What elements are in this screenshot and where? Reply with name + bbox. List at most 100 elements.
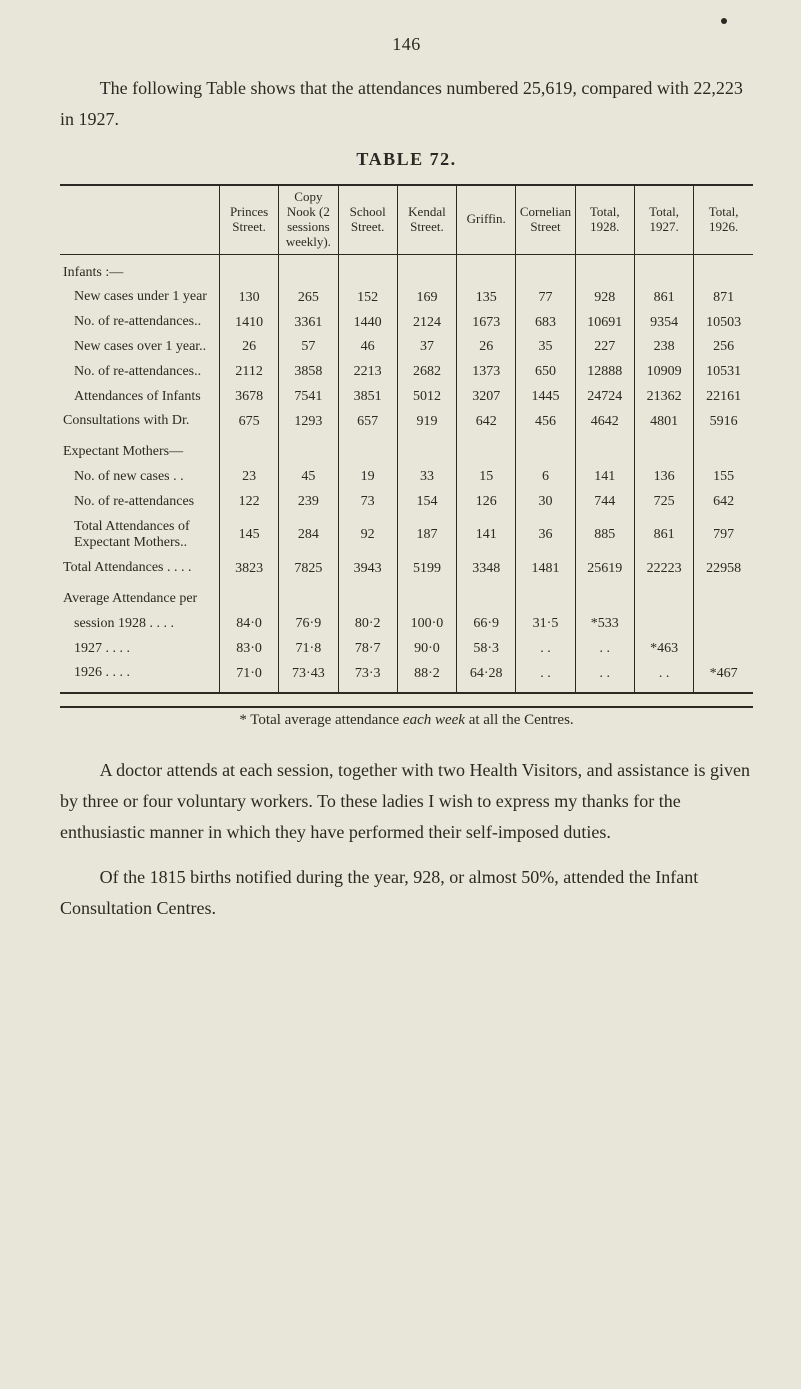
cell: 12888 bbox=[575, 360, 634, 385]
cell: 35 bbox=[516, 335, 575, 360]
cell: 2112 bbox=[219, 360, 278, 385]
col-header: Total, 1928. bbox=[575, 185, 634, 254]
cell bbox=[457, 581, 516, 612]
cell: 3678 bbox=[219, 385, 278, 410]
cell: 1410 bbox=[219, 310, 278, 335]
cell: 9354 bbox=[634, 310, 693, 335]
cell: 73 bbox=[338, 490, 397, 515]
row-label: 1927 . . . . bbox=[60, 637, 219, 662]
row-label: Total Attendances of Expectant Mothers.. bbox=[60, 515, 219, 557]
table-row: No. of re-attendances1222397315412630744… bbox=[60, 490, 753, 515]
cell: 2124 bbox=[397, 310, 456, 335]
cell: 871 bbox=[694, 285, 753, 310]
cell: 24724 bbox=[575, 385, 634, 410]
cell bbox=[457, 254, 516, 285]
table-row: New cases under 1 year130265152169135779… bbox=[60, 285, 753, 310]
cell: 187 bbox=[397, 515, 456, 557]
row-label: No. of re-attendances.. bbox=[60, 360, 219, 385]
footnote-text: * Total average attendance each week at … bbox=[239, 712, 573, 728]
cell: 683 bbox=[516, 310, 575, 335]
footnote-rule bbox=[60, 706, 753, 708]
col-header: School Street. bbox=[338, 185, 397, 254]
cell: 10691 bbox=[575, 310, 634, 335]
col-header: Total, 1927. bbox=[634, 185, 693, 254]
cell bbox=[516, 581, 575, 612]
cell: 30 bbox=[516, 490, 575, 515]
cell: 7541 bbox=[279, 385, 338, 410]
cell bbox=[516, 254, 575, 285]
cell: 31·5 bbox=[516, 612, 575, 637]
cell: 33 bbox=[397, 465, 456, 490]
cell: 642 bbox=[457, 409, 516, 434]
cell: 3943 bbox=[338, 556, 397, 581]
row-label: Attendances of Infants bbox=[60, 385, 219, 410]
cell: 456 bbox=[516, 409, 575, 434]
cell bbox=[575, 254, 634, 285]
cell: 73·43 bbox=[279, 661, 338, 693]
cell: 26 bbox=[457, 335, 516, 360]
table-row: Total Attendances of Expectant Mothers..… bbox=[60, 515, 753, 557]
table-row: 1926 . . . .71·073·4373·388·264·28. .. .… bbox=[60, 661, 753, 693]
cell: 135 bbox=[457, 285, 516, 310]
col-header: Copy Nook (2 sessions weekly). bbox=[279, 185, 338, 254]
cell: 744 bbox=[575, 490, 634, 515]
table-row: Expectant Mothers— bbox=[60, 434, 753, 465]
cell bbox=[219, 581, 278, 612]
cell bbox=[516, 434, 575, 465]
cell bbox=[338, 581, 397, 612]
cell: 3823 bbox=[219, 556, 278, 581]
cell: 725 bbox=[634, 490, 693, 515]
cell: *463 bbox=[634, 637, 693, 662]
cell bbox=[219, 434, 278, 465]
row-label: session 1928 . . . . bbox=[60, 612, 219, 637]
cell: 928 bbox=[575, 285, 634, 310]
cell: 152 bbox=[338, 285, 397, 310]
cell: 861 bbox=[634, 515, 693, 557]
stray-dot bbox=[721, 18, 727, 24]
cell: 797 bbox=[694, 515, 753, 557]
cell: 45 bbox=[279, 465, 338, 490]
cell: 227 bbox=[575, 335, 634, 360]
attendance-table: Princes Street. Copy Nook (2 sessions we… bbox=[60, 184, 753, 694]
cell bbox=[634, 434, 693, 465]
row-label: New cases under 1 year bbox=[60, 285, 219, 310]
cell: 37 bbox=[397, 335, 456, 360]
cell bbox=[575, 434, 634, 465]
cell: 3348 bbox=[457, 556, 516, 581]
row-label: Consultations with Dr. bbox=[60, 409, 219, 434]
cell: 5916 bbox=[694, 409, 753, 434]
cell bbox=[397, 254, 456, 285]
row-label: No. of re-attendances.. bbox=[60, 310, 219, 335]
cell: 92 bbox=[338, 515, 397, 557]
page-number: 146 bbox=[60, 34, 753, 55]
cell: 642 bbox=[694, 490, 753, 515]
cell bbox=[279, 254, 338, 285]
table-row: Total Attendances . . . .382378253943519… bbox=[60, 556, 753, 581]
cell bbox=[694, 581, 753, 612]
cell: 4801 bbox=[634, 409, 693, 434]
cell: 265 bbox=[279, 285, 338, 310]
table-row: session 1928 . . . .84·076·980·2100·066·… bbox=[60, 612, 753, 637]
table-row: Average Attendance per bbox=[60, 581, 753, 612]
cell: 36 bbox=[516, 515, 575, 557]
table-body: Infants :—New cases under 1 year13026515… bbox=[60, 254, 753, 693]
cell bbox=[397, 434, 456, 465]
row-label: No. of re-attendances bbox=[60, 490, 219, 515]
row-label: Total Attendances . . . . bbox=[60, 556, 219, 581]
table-footnote: * Total average attendance each week at … bbox=[60, 712, 753, 729]
cell: . . bbox=[516, 637, 575, 662]
cell: 15 bbox=[457, 465, 516, 490]
cell: 80·2 bbox=[338, 612, 397, 637]
scanned-page: 146 The following Table shows that the a… bbox=[0, 0, 801, 1389]
cell: 1440 bbox=[338, 310, 397, 335]
cell: 2682 bbox=[397, 360, 456, 385]
cell: 169 bbox=[397, 285, 456, 310]
cell: . . bbox=[575, 637, 634, 662]
col-header: Griffin. bbox=[457, 185, 516, 254]
cell: 4642 bbox=[575, 409, 634, 434]
cell: 90·0 bbox=[397, 637, 456, 662]
cell: 22958 bbox=[694, 556, 753, 581]
cell bbox=[279, 581, 338, 612]
row-label: Infants :— bbox=[60, 254, 219, 285]
col-header: Kendal Street. bbox=[397, 185, 456, 254]
